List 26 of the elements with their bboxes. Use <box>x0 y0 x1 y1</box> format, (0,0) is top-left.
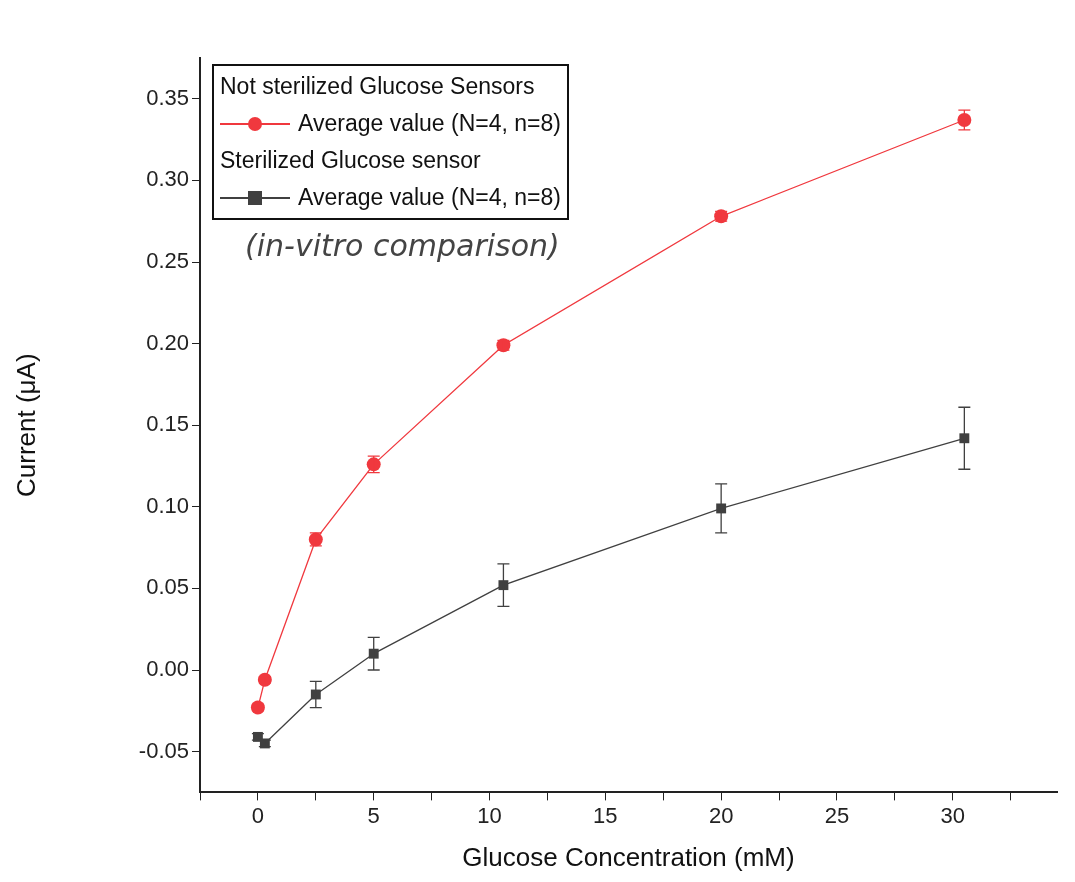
legend-label: Average value (N=4, n=8) <box>298 183 561 212</box>
x-tick-label: 25 <box>824 802 850 828</box>
y-tick-label: -0.05 <box>138 737 189 763</box>
y-tick-label: 0.25 <box>146 248 189 274</box>
x-tick-label: 10 <box>477 802 502 828</box>
y-tick-label: 0.00 <box>146 656 189 682</box>
y-tick-label: 0.15 <box>146 411 189 437</box>
y-axis-title: Current (μA) <box>10 353 41 497</box>
x-tick-label: 0 <box>251 802 265 828</box>
annotation: Sterilized Glucose sensor <box>220 146 482 175</box>
point <box>959 433 970 444</box>
x-tick-label: 15 <box>593 802 618 828</box>
annotation: (in-vitro comparison) <box>245 228 560 263</box>
point <box>368 648 379 659</box>
legend-label: Average value (N=4, n=8) <box>298 109 561 138</box>
y-tick-label: 0.10 <box>146 492 189 518</box>
x-tick-label: 30 <box>940 802 966 828</box>
y-tick-label: 0.35 <box>146 84 189 110</box>
point <box>498 580 509 591</box>
x-tick-label: 5 <box>367 802 380 828</box>
y-tick-label: 0.05 <box>146 574 189 600</box>
y-tick-label: 0.30 <box>146 166 189 192</box>
x-tick-label: 20 <box>708 802 734 828</box>
y-tick-label: 0.20 <box>146 329 189 355</box>
annotation: Not sterilized Glucose Sensors <box>220 72 536 101</box>
x-axis-title: Glucose Concentration (mM) <box>462 841 795 872</box>
